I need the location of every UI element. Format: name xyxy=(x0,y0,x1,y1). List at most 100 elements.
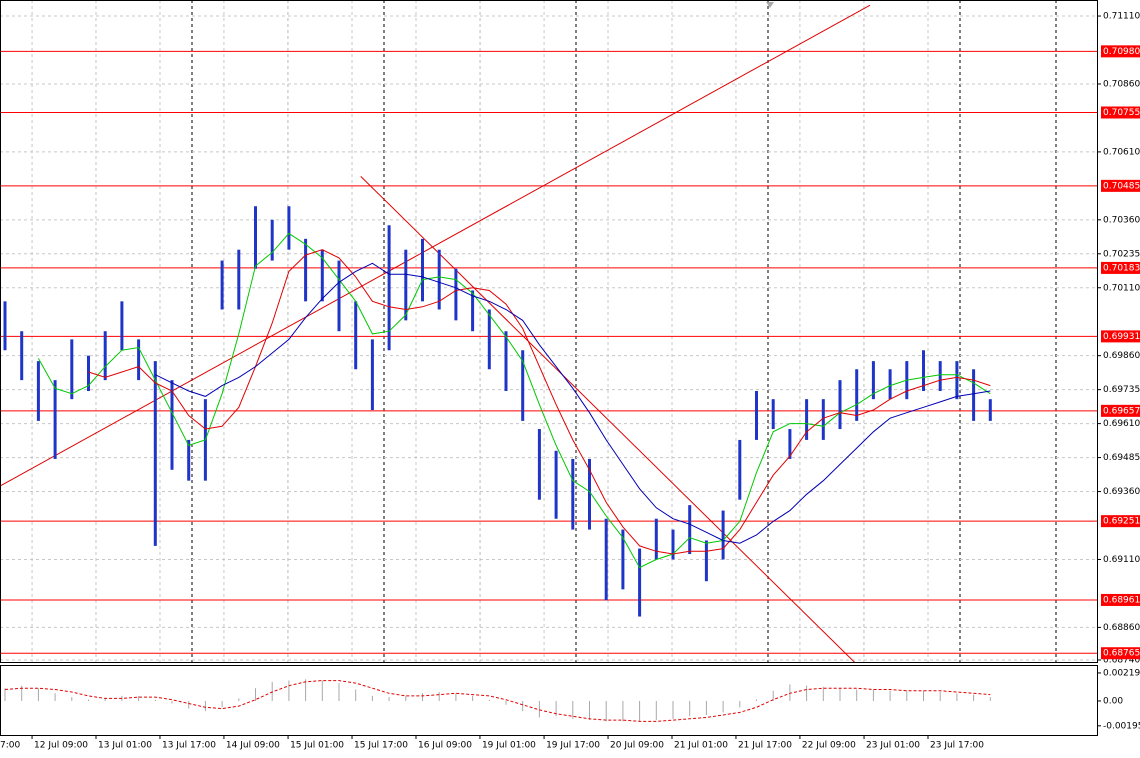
level-label: 0.68765 xyxy=(1103,649,1140,659)
price-bar xyxy=(788,429,792,459)
x-tick-label: 12 Jul 09:00 xyxy=(34,741,88,751)
level-label: 0.69657 xyxy=(1103,406,1140,416)
price-bar xyxy=(638,548,642,617)
price-bar xyxy=(554,450,558,519)
y-tick-label: 0.70610 xyxy=(1103,147,1140,157)
price-bar xyxy=(922,350,925,392)
x-tick-label: 13 Jul 01:00 xyxy=(98,741,152,751)
price-bar xyxy=(337,260,341,332)
price-bar xyxy=(3,301,7,351)
price-bar xyxy=(87,355,90,392)
price-bar xyxy=(320,249,324,302)
y-tick-label: 0.69735 xyxy=(1103,385,1140,395)
price-bar xyxy=(487,309,491,370)
x-tick-label: 13 Jul 17:00 xyxy=(162,741,216,751)
osc-signal xyxy=(4,680,991,722)
price-bar xyxy=(988,399,992,421)
price-bar xyxy=(955,361,959,400)
price-bar xyxy=(504,331,508,392)
y-tick-label: 0.69110 xyxy=(1103,555,1140,565)
level-label-box xyxy=(1101,179,1140,192)
x-tick-label: 15 Jul 01:00 xyxy=(290,741,344,751)
x-tick-label: 20 Jul 09:00 xyxy=(610,741,664,751)
price-bar xyxy=(821,399,825,440)
y-tick-label: 0.69610 xyxy=(1103,419,1140,429)
price-bar xyxy=(237,249,241,310)
price-bar xyxy=(738,439,742,500)
osc-tick-label: 0.002197 xyxy=(1103,668,1140,678)
price-bar xyxy=(771,399,775,430)
price-bar xyxy=(36,361,40,421)
osc-tick-label: 0.00 xyxy=(1103,696,1123,706)
price-bar xyxy=(304,238,308,302)
shift-marker xyxy=(766,2,774,8)
trendline xyxy=(0,4,871,487)
x-tick-label: 7:00 xyxy=(0,741,20,751)
price-bar xyxy=(588,458,591,530)
price-bar xyxy=(53,380,57,459)
y-tick-label: 0.69485 xyxy=(1103,453,1140,463)
price-bar xyxy=(671,529,675,560)
price-bar xyxy=(805,399,809,440)
price-bar xyxy=(220,260,224,310)
level-label-box xyxy=(1101,593,1140,606)
level-label: 0.70980 xyxy=(1103,47,1140,57)
price-bar xyxy=(70,339,74,400)
price-bar xyxy=(704,540,708,582)
price-bar xyxy=(838,380,842,430)
price-bar xyxy=(888,369,892,400)
x-tick-label: 21 Jul 01:00 xyxy=(674,741,728,751)
moving-average xyxy=(155,262,991,544)
x-tick-label: 23 Jul 17:00 xyxy=(930,741,984,751)
level-label-box xyxy=(1101,515,1140,528)
level-label-box xyxy=(1101,106,1140,119)
price-bar xyxy=(370,339,374,411)
price-bar xyxy=(387,225,391,351)
price-bar xyxy=(404,249,408,321)
y-tick-label: 0.69860 xyxy=(1103,351,1140,361)
price-bar xyxy=(855,369,859,421)
price-bar xyxy=(521,350,525,421)
price-bar xyxy=(621,529,625,590)
x-tick-label: 23 Jul 01:00 xyxy=(866,741,920,751)
price-bar xyxy=(137,339,141,381)
x-tick-label: 22 Jul 09:00 xyxy=(802,741,856,751)
level-label-box xyxy=(1101,261,1140,274)
x-tick-label: 19 Jul 17:00 xyxy=(546,741,600,751)
level-label-box xyxy=(1101,647,1140,660)
x-tick-label: 21 Jul 17:00 xyxy=(738,741,792,751)
price-bar xyxy=(471,290,475,332)
price-bar xyxy=(938,361,942,392)
price-bar xyxy=(354,301,358,370)
price-bar xyxy=(537,429,541,500)
price-bar xyxy=(604,518,608,601)
y-tick-label: 0.71110 xyxy=(1103,12,1140,22)
x-tick-label: 14 Jul 09:00 xyxy=(226,741,280,751)
y-tick-label: 0.70860 xyxy=(1103,79,1140,89)
price-bar xyxy=(187,439,191,481)
level-label: 0.68961 xyxy=(1103,595,1140,605)
level-label: 0.70755 xyxy=(1103,108,1140,118)
level-label: 0.70183 xyxy=(1103,263,1140,273)
price-bar xyxy=(270,219,274,261)
price-bar xyxy=(437,249,441,310)
main-frame xyxy=(0,0,1098,663)
oscillator-layer xyxy=(4,679,991,722)
y-tick-label: 0.69360 xyxy=(1103,487,1140,497)
y-tick-label: 0.70360 xyxy=(1103,215,1140,225)
level-label: 0.70485 xyxy=(1103,181,1140,191)
level-label-box xyxy=(1101,45,1140,58)
price-bar xyxy=(688,505,692,555)
axis-layer: 0.71110 0.70860 0.70610 0.70360 0.70235 0.701… xyxy=(0,12,1140,751)
x-tick-label: 16 Jul 09:00 xyxy=(418,741,472,751)
price-bar xyxy=(571,458,575,530)
level-label-box xyxy=(1101,404,1140,417)
price-bar xyxy=(254,206,257,269)
y-tick-label: 0.68740 xyxy=(1103,656,1140,666)
price-bar xyxy=(755,391,758,440)
plot-layer xyxy=(0,4,1098,663)
y-tick-label: 0.70110 xyxy=(1103,283,1140,293)
price-bar xyxy=(972,369,976,421)
level-label: 0.69931 xyxy=(1103,332,1140,342)
